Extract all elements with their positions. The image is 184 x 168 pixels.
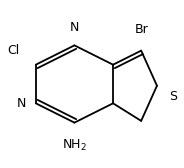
Text: N: N	[17, 97, 26, 110]
Text: Cl: Cl	[7, 44, 19, 57]
Text: N: N	[70, 21, 79, 34]
Text: S: S	[169, 90, 177, 103]
Text: NH$_2$: NH$_2$	[62, 138, 87, 153]
Text: Br: Br	[134, 23, 148, 36]
